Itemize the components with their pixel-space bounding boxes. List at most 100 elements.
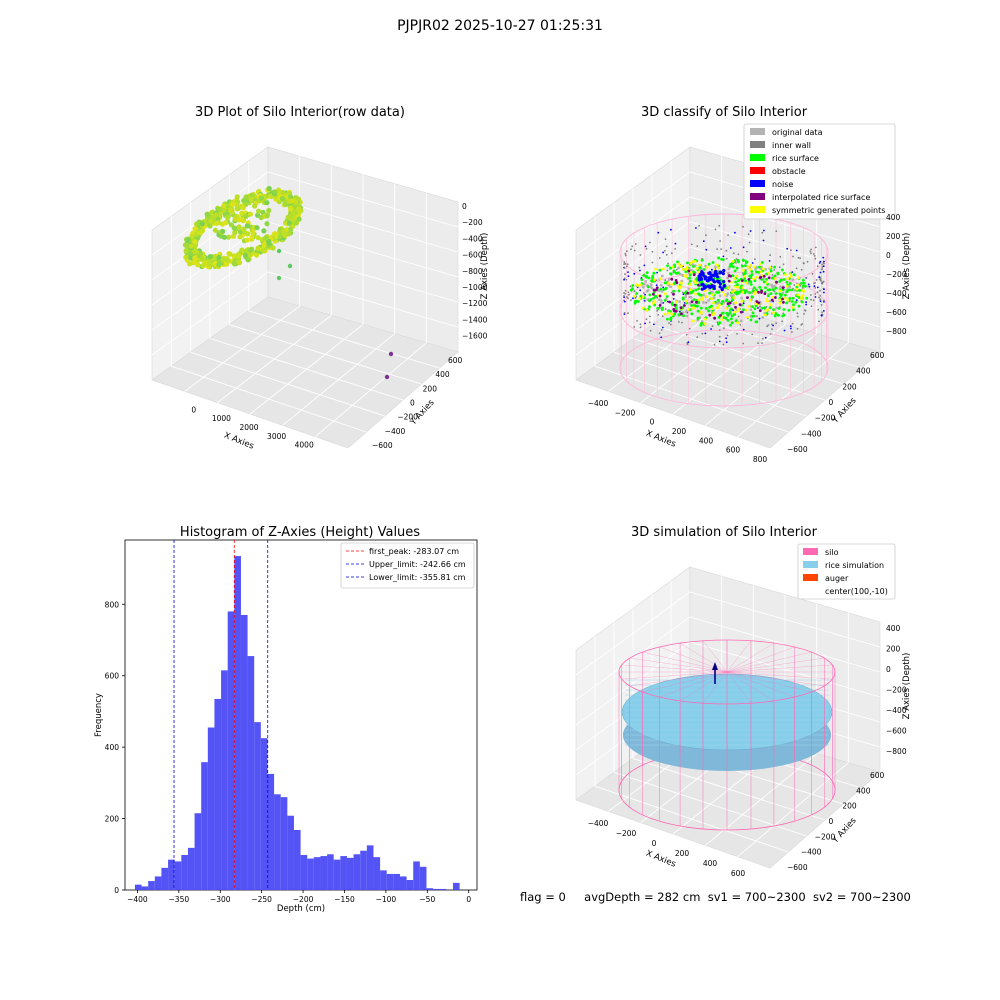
surface-point <box>737 279 740 283</box>
plot-area <box>124 539 478 891</box>
surface-point <box>700 296 704 300</box>
surface-point <box>642 285 645 289</box>
surface-point <box>708 291 711 295</box>
surface-point <box>654 267 657 271</box>
data-point <box>272 189 278 195</box>
surface-point <box>660 274 664 278</box>
surface-point <box>670 282 674 286</box>
wall-point <box>773 269 776 271</box>
surface-point <box>747 305 751 308</box>
data-point <box>243 248 249 254</box>
surface-point <box>693 260 697 263</box>
wall-point <box>623 292 625 294</box>
surface-point <box>781 297 784 301</box>
wall-point <box>800 268 803 271</box>
surface-point <box>769 265 772 269</box>
surface-point <box>672 292 675 296</box>
surface-point <box>694 288 698 292</box>
surface-point <box>757 290 760 294</box>
wall-point <box>656 271 658 274</box>
y-tick-label: −200 <box>397 413 418 422</box>
wall-point <box>667 262 669 265</box>
wall-point <box>656 296 659 299</box>
surface-point <box>641 306 645 310</box>
surface-point <box>658 268 662 272</box>
legend-box <box>797 543 896 600</box>
legend-swatch <box>750 154 765 161</box>
surface-point <box>731 260 735 263</box>
wall-point <box>668 322 670 324</box>
wall-point <box>670 291 673 294</box>
wall-point <box>761 342 763 344</box>
surface-point <box>761 316 765 319</box>
y-tick-label: 200 <box>423 384 438 393</box>
surface-point <box>693 304 697 308</box>
y-tick-label: −400 <box>801 429 822 438</box>
wall-point <box>814 246 817 249</box>
surface-point <box>673 270 676 274</box>
data-point <box>261 228 267 234</box>
surface-point <box>690 290 693 294</box>
wall-point <box>661 315 664 317</box>
wall-point <box>767 324 770 326</box>
z-tick-label: −600 <box>462 251 483 260</box>
x-tick-label: 3000 <box>267 432 286 441</box>
silo-wire-spoke <box>726 671 812 693</box>
surface-point <box>783 296 787 300</box>
histogram-bar <box>267 773 275 890</box>
surface-point <box>652 278 656 282</box>
histogram-bar <box>413 861 420 890</box>
noise-point <box>704 285 708 289</box>
histogram-bar <box>380 870 387 890</box>
wall-point <box>799 285 802 287</box>
surface-point <box>758 276 762 280</box>
wall-point <box>805 276 807 279</box>
wall-point <box>624 300 626 303</box>
y-tick-label: −200 <box>815 832 836 841</box>
noise-point <box>722 280 726 284</box>
silo-wire-spoke <box>642 671 728 693</box>
legend-label: noise <box>772 180 793 189</box>
grid-line <box>737 342 849 438</box>
surface-point <box>734 280 737 284</box>
wall-point <box>681 321 683 324</box>
surface-point <box>771 276 774 280</box>
wall-point <box>795 299 798 301</box>
wall-point <box>792 255 794 258</box>
surface-point <box>693 271 697 274</box>
data-point <box>192 249 198 255</box>
surface-point <box>724 317 728 320</box>
surface-point <box>742 268 745 272</box>
surface-point <box>804 284 807 288</box>
wall-point <box>805 301 807 304</box>
wall-point <box>672 298 675 300</box>
wall-point <box>725 341 728 344</box>
noise-point <box>708 271 712 275</box>
surface-point <box>726 293 729 296</box>
surface-point <box>805 296 809 300</box>
surface-point <box>645 275 648 279</box>
surface-point <box>777 307 781 310</box>
noise-point <box>697 278 701 282</box>
surface-point <box>641 295 645 299</box>
surface-point <box>729 307 733 311</box>
surface-point <box>643 282 646 286</box>
wall-point <box>819 298 822 301</box>
wall-point <box>633 326 636 328</box>
surface-point <box>647 276 651 280</box>
wall-point <box>806 260 809 263</box>
surface-point <box>772 311 775 315</box>
data-point <box>250 230 256 236</box>
wall-point <box>816 291 819 293</box>
surface-point <box>636 284 640 287</box>
grid-line <box>151 171 459 256</box>
surface-point <box>764 286 767 290</box>
data-point <box>270 245 276 251</box>
wall-point <box>670 252 673 255</box>
data-point <box>261 247 267 254</box>
legend-label: rice surface <box>772 154 819 163</box>
wall-point <box>726 334 729 337</box>
data-point <box>225 215 231 221</box>
surface-point <box>730 290 734 294</box>
x-tick-label: −150 <box>334 895 355 904</box>
